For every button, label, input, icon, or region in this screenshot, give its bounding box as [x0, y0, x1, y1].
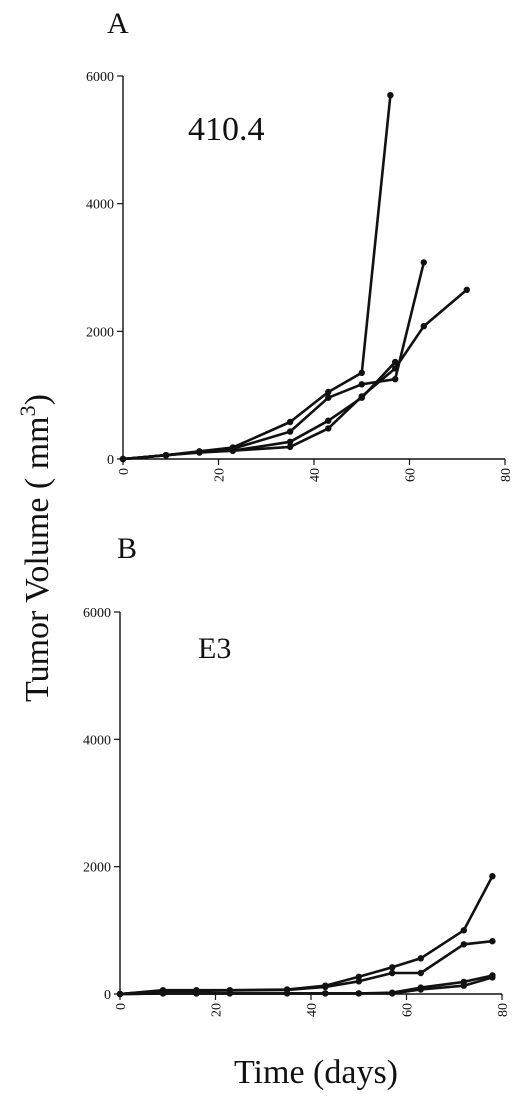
- panel-b-series-4-point: [116, 990, 124, 998]
- panel-a-series-4-point: [196, 448, 203, 456]
- panel-b-y-tick-label: 2000: [83, 861, 111, 876]
- panel-b-series-4-point: [193, 990, 200, 997]
- panel-b-series-1-point: [389, 964, 396, 971]
- panel-b-x-tick-label: 20: [210, 1003, 225, 1017]
- panel-a-y-tick-label: 0: [107, 453, 114, 468]
- panel-b-series-4-point: [460, 982, 467, 989]
- panel-a-series-4-point: [119, 455, 127, 463]
- panel-a-series-3-point: [325, 417, 332, 424]
- panel-b-series-2-point: [355, 978, 362, 985]
- panel-b-series-1-line: [118, 874, 494, 996]
- panel-a-series-1-point: [325, 388, 332, 396]
- panel-b-series-4-point: [159, 990, 167, 997]
- y-axis-title: Tumor Volume ( mm3): [15, 394, 56, 702]
- panel-b-series-4-point: [355, 990, 362, 997]
- panel-a-y-tick-label: 6000: [86, 70, 114, 85]
- panel-b-series-group: [116, 873, 496, 998]
- panel-a-series-3-point: [392, 358, 399, 366]
- panel-b-x-tick-label: 0: [114, 1003, 129, 1010]
- panel-b-y-tick-label: 0: [104, 988, 111, 1003]
- panel-b-y-tick-label: 6000: [83, 606, 111, 621]
- panel-b-label: B: [117, 532, 137, 565]
- panel-b-series-1-point: [355, 973, 362, 980]
- panel-b-x-tick-label: 60: [401, 1003, 416, 1017]
- panel-a-series-2-point: [358, 381, 365, 388]
- panel-b-series-2-point: [417, 969, 424, 977]
- panel-a-annotation: 410.4: [188, 111, 265, 148]
- y-axis-title-text: Tumor Volume ( mm: [19, 416, 56, 702]
- panel-b-series-4-point: [489, 974, 496, 981]
- panel-a-series-4-point: [358, 393, 365, 400]
- panel-a-series-2-point: [286, 428, 294, 435]
- panel-b-series-4-point: [322, 990, 329, 997]
- panel-a-series-3-point: [286, 438, 294, 445]
- panel-b-series-1-point: [489, 873, 496, 880]
- panel-a-series-group: [119, 92, 470, 463]
- panel-b-ticks: 0 2000 4000 6000 0 20 40 60 80: [83, 606, 511, 1017]
- panel-b-annotation: E3: [198, 632, 231, 665]
- panel-a-series-4-point: [420, 323, 427, 330]
- panel-b-series-2-point: [460, 941, 467, 948]
- panel-a-series-4-line: [121, 288, 469, 461]
- panel-b-chart: B E3 0 2000 4000 6000 0 20 40 60 80: [83, 532, 511, 1017]
- panel-a-x-tick-label: 0: [117, 468, 132, 475]
- panel-a-series-1-point: [387, 92, 394, 99]
- panel-b-series-4-point: [389, 990, 396, 997]
- panel-a-y-tick-label: 4000: [86, 198, 114, 213]
- panel-b-x-tick-label: 80: [496, 1003, 511, 1017]
- panel-a-label: A: [107, 7, 129, 40]
- panel-a-series-4-point: [162, 452, 170, 459]
- panel-a-series-2-point: [420, 259, 427, 266]
- panel-b-series-1-point: [417, 955, 424, 962]
- y-axis-title-superscript: 3: [15, 405, 40, 416]
- panel-a-series-2-point: [325, 394, 332, 401]
- panel-b-series-2-point: [489, 938, 496, 945]
- panel-a-series-4-point: [325, 425, 332, 432]
- panel-b-series-1-point: [460, 927, 467, 934]
- panel-a-series-1-point: [358, 369, 365, 376]
- panel-b-series-4-point: [417, 986, 424, 993]
- panel-a-series-1-point: [286, 418, 294, 426]
- panel-b-series-4-point: [283, 990, 291, 997]
- panel-a-series-4-point: [286, 443, 294, 451]
- panel-a-x-tick-label: 80: [499, 468, 514, 482]
- y-axis-title-close: ): [19, 394, 56, 405]
- panel-a-x-tick-label: 60: [404, 468, 419, 482]
- panel-b-series-2-point: [322, 983, 329, 991]
- panel-a-series-4-point: [463, 286, 470, 293]
- panel-a-series-4-point: [229, 447, 236, 454]
- panel-a-x-tick-label: 20: [213, 468, 228, 482]
- panel-b-series-4-point: [226, 990, 233, 997]
- panel-a-ticks: 0 2000 4000 6000 0 20 40 60 80: [86, 70, 514, 482]
- panel-b-y-tick-label: 4000: [83, 733, 111, 748]
- panel-a-series-4-point: [392, 365, 399, 372]
- panel-a-x-tick-label: 40: [308, 468, 323, 482]
- panel-a-y-tick-label: 2000: [86, 325, 114, 340]
- x-axis-title: Time (days): [234, 1054, 398, 1091]
- panel-a-series-2-point: [392, 376, 399, 383]
- panel-a-chart: A 410.4 0 2000 4000 6000 0 20 40 60 80: [86, 7, 514, 482]
- panel-b-x-tick-label: 40: [305, 1003, 320, 1017]
- panel-b-series-2-point: [389, 969, 396, 977]
